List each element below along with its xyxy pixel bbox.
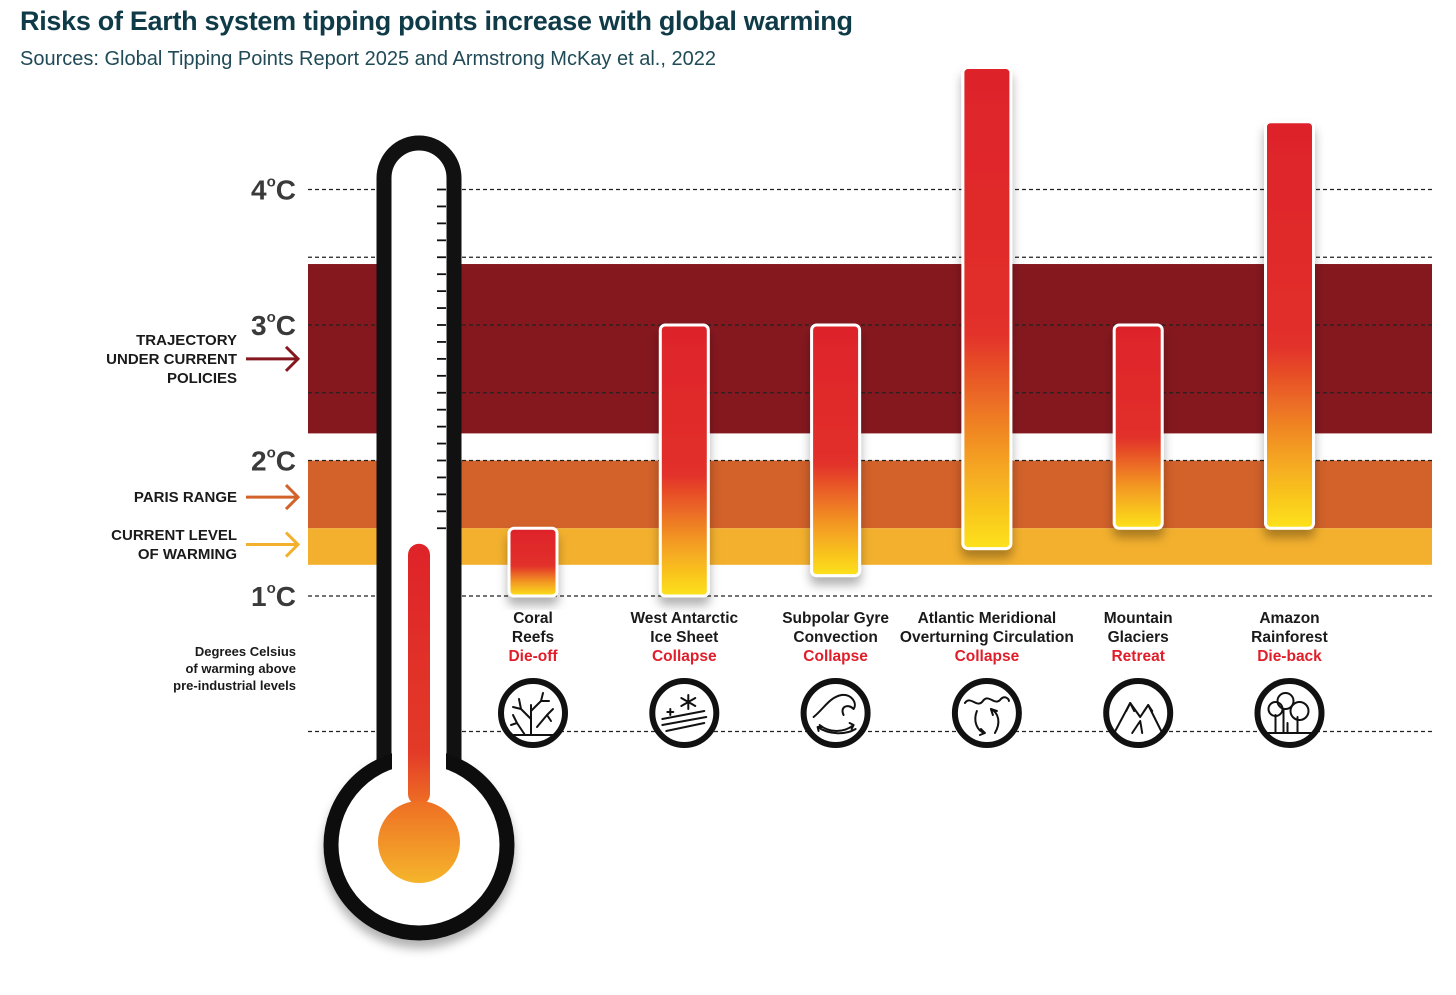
category-outcome: Die-back (1257, 648, 1322, 665)
band-label-current: OF WARMING (138, 546, 237, 563)
ice-sheet-icon-glyph (661, 710, 708, 732)
tree-crown (1276, 692, 1295, 710)
tipping-bar-2 (810, 323, 862, 578)
chart-title: Risks of Earth system tipping points inc… (20, 6, 853, 36)
category-label: Convection (793, 629, 877, 646)
category-label: Overturning Circulation (900, 629, 1074, 646)
tipping-bar (961, 66, 1013, 551)
tipping-bar (1112, 323, 1164, 530)
category-label: Ice Sheet (650, 629, 718, 646)
thermometer (323, 135, 515, 941)
coral-icon-glyph (510, 692, 554, 736)
forest-icon-ring (1254, 678, 1325, 748)
y-tick-label: 3oC (251, 309, 296, 341)
category-label: Mountain (1104, 610, 1173, 627)
gyre-icon (800, 678, 871, 748)
tipping-bar (810, 323, 862, 578)
coral-icon-ring (498, 678, 568, 748)
tipping-bar (1264, 120, 1315, 530)
category-label: Rainforest (1251, 629, 1328, 646)
thermometer-mercury (408, 543, 430, 805)
gyre-icon-glyph (816, 726, 857, 735)
category-outcome: Collapse (652, 648, 717, 665)
category-label: Glaciers (1108, 629, 1169, 646)
amoc-icon-glyph (974, 710, 986, 736)
category-label: Amazon (1259, 610, 1319, 627)
tree-crown (1289, 701, 1310, 721)
band-label-current: CURRENT LEVEL (111, 527, 237, 544)
arrow-head-icon (284, 345, 301, 372)
category-label: West Antarctic (630, 610, 738, 627)
category-label: Coral (513, 610, 553, 627)
thermometer-tube (376, 135, 462, 765)
y-tick-label: 1oC (251, 580, 296, 612)
category-label: Subpolar Gyre (782, 610, 889, 627)
amoc-icon-glyph (989, 708, 1000, 734)
mountain-icon (1103, 678, 1174, 748)
band-paris (308, 460, 1432, 529)
tipping-bar (658, 323, 710, 598)
forest-icon-glyph (1274, 708, 1299, 734)
forest-icon (1254, 678, 1325, 748)
gyre-icon-ring (800, 678, 871, 748)
tipping-bar-3 (961, 66, 1013, 551)
band-label-trajectory: UNDER CURRENT (106, 351, 237, 368)
thermometer-mercury-bulb (378, 801, 460, 883)
band-label-trajectory: TRAJECTORY (136, 332, 237, 349)
arrow-head-icon (284, 531, 301, 558)
amoc-icon-ring (951, 678, 1022, 748)
tipping-bar-5 (1264, 120, 1315, 530)
category-outcome: Collapse (803, 648, 868, 665)
ice-sheet-icon-glyph (680, 694, 697, 710)
gyre-icon-glyph (812, 693, 856, 718)
tipping-bar-1 (658, 323, 710, 598)
band-trajectory (308, 264, 1432, 434)
mountain-icon-glyph (1113, 702, 1164, 734)
amoc-icon-glyph (963, 696, 1010, 705)
y-axis-label: of warming above (185, 661, 296, 676)
ice-sheet-icon-glyph (666, 708, 675, 716)
category-outcome: Collapse (955, 648, 1020, 665)
ice-sheet-icon-ring (649, 678, 720, 748)
category-label: Atlantic Meridional (918, 610, 1057, 627)
amoc-icon (951, 678, 1022, 748)
band-label-paris: PARIS RANGE (134, 489, 237, 506)
tipping-bar (507, 526, 559, 598)
y-tick-label: 4oC (251, 174, 296, 206)
category-outcome: Die-off (508, 648, 558, 665)
coral-icon (498, 678, 568, 748)
y-axis-label: pre-industrial levels (173, 678, 296, 693)
category-label: Reefs (512, 629, 554, 646)
band-label-trajectory: POLICIES (167, 370, 237, 387)
y-axis-label: Degrees Celsius (195, 644, 296, 659)
y-tick-label: 2oC (251, 445, 296, 477)
arrow-head-icon (284, 484, 301, 511)
tipping-bar-0 (507, 526, 559, 598)
mountain-icon-glyph (1131, 720, 1144, 734)
ice-sheet-icon (649, 678, 720, 748)
tipping-bar-4 (1112, 323, 1164, 530)
band-current (308, 528, 1432, 565)
chart-subtitle: Sources: Global Tipping Points Report 20… (20, 48, 716, 70)
mountain-icon-glyph (1125, 702, 1154, 712)
category-outcome: Retreat (1111, 648, 1164, 665)
